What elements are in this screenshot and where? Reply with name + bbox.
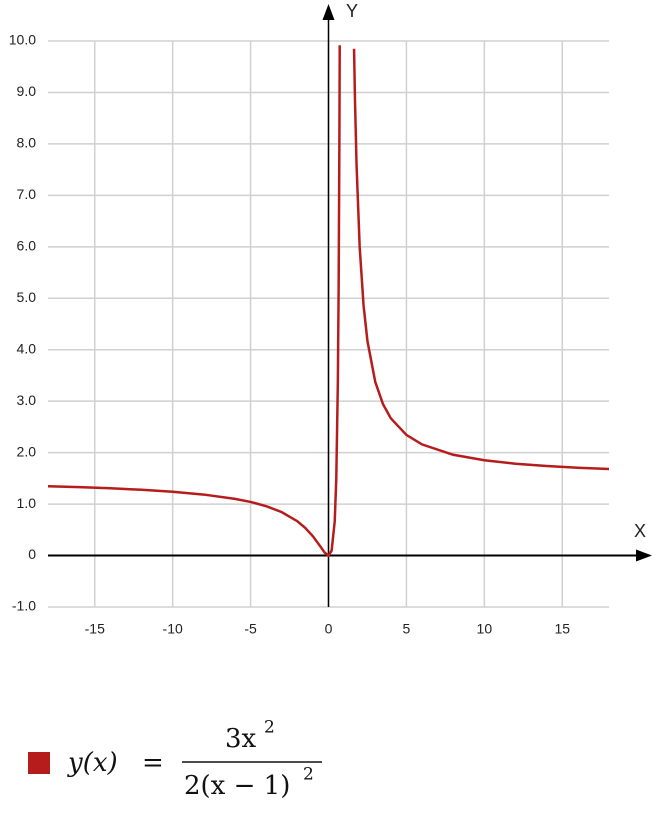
y-axis-label: Y	[346, 1, 358, 21]
x-axis-label: X	[634, 521, 646, 541]
formula-denominator-exp: 2	[303, 765, 314, 785]
formula-equals: =	[142, 748, 164, 778]
y-tick-label: 8.0	[17, 135, 37, 151]
y-axis-arrow	[322, 4, 335, 20]
y-tick-label: -1.0	[12, 598, 36, 614]
x-tick-label: 10	[477, 621, 493, 637]
y-tick-label: 6.0	[17, 238, 37, 254]
formula-numerator: 3x	[225, 724, 257, 754]
y-tick-label: 10.0	[9, 32, 36, 48]
formula-denominator: 2(x − 1)	[184, 771, 290, 801]
x-tick-label: -5	[244, 621, 257, 637]
y-tick-label: 3.0	[17, 392, 37, 408]
x-axis-arrow	[636, 549, 652, 562]
y-tick-label: 5.0	[17, 289, 37, 305]
x-tick-label: -15	[85, 621, 105, 637]
x-tick-label: 5	[403, 621, 411, 637]
legend-label: y(x)	[67, 748, 118, 778]
y-tick-label: 7.0	[17, 186, 37, 202]
y-tick-label: 0	[28, 546, 36, 562]
legend-swatch	[28, 752, 50, 774]
y-tick-label: 2.0	[17, 443, 37, 459]
x-tick-label: -10	[163, 621, 183, 637]
y-tick-label: 1.0	[17, 495, 37, 511]
y-tick-label: 9.0	[17, 83, 37, 99]
x-tick-label: 15	[554, 621, 570, 637]
x-tick-label: 0	[325, 621, 333, 637]
y-tick-label: 4.0	[17, 340, 37, 356]
formula-numerator-exp: 2	[264, 718, 275, 738]
data-line	[47, 45, 610, 558]
